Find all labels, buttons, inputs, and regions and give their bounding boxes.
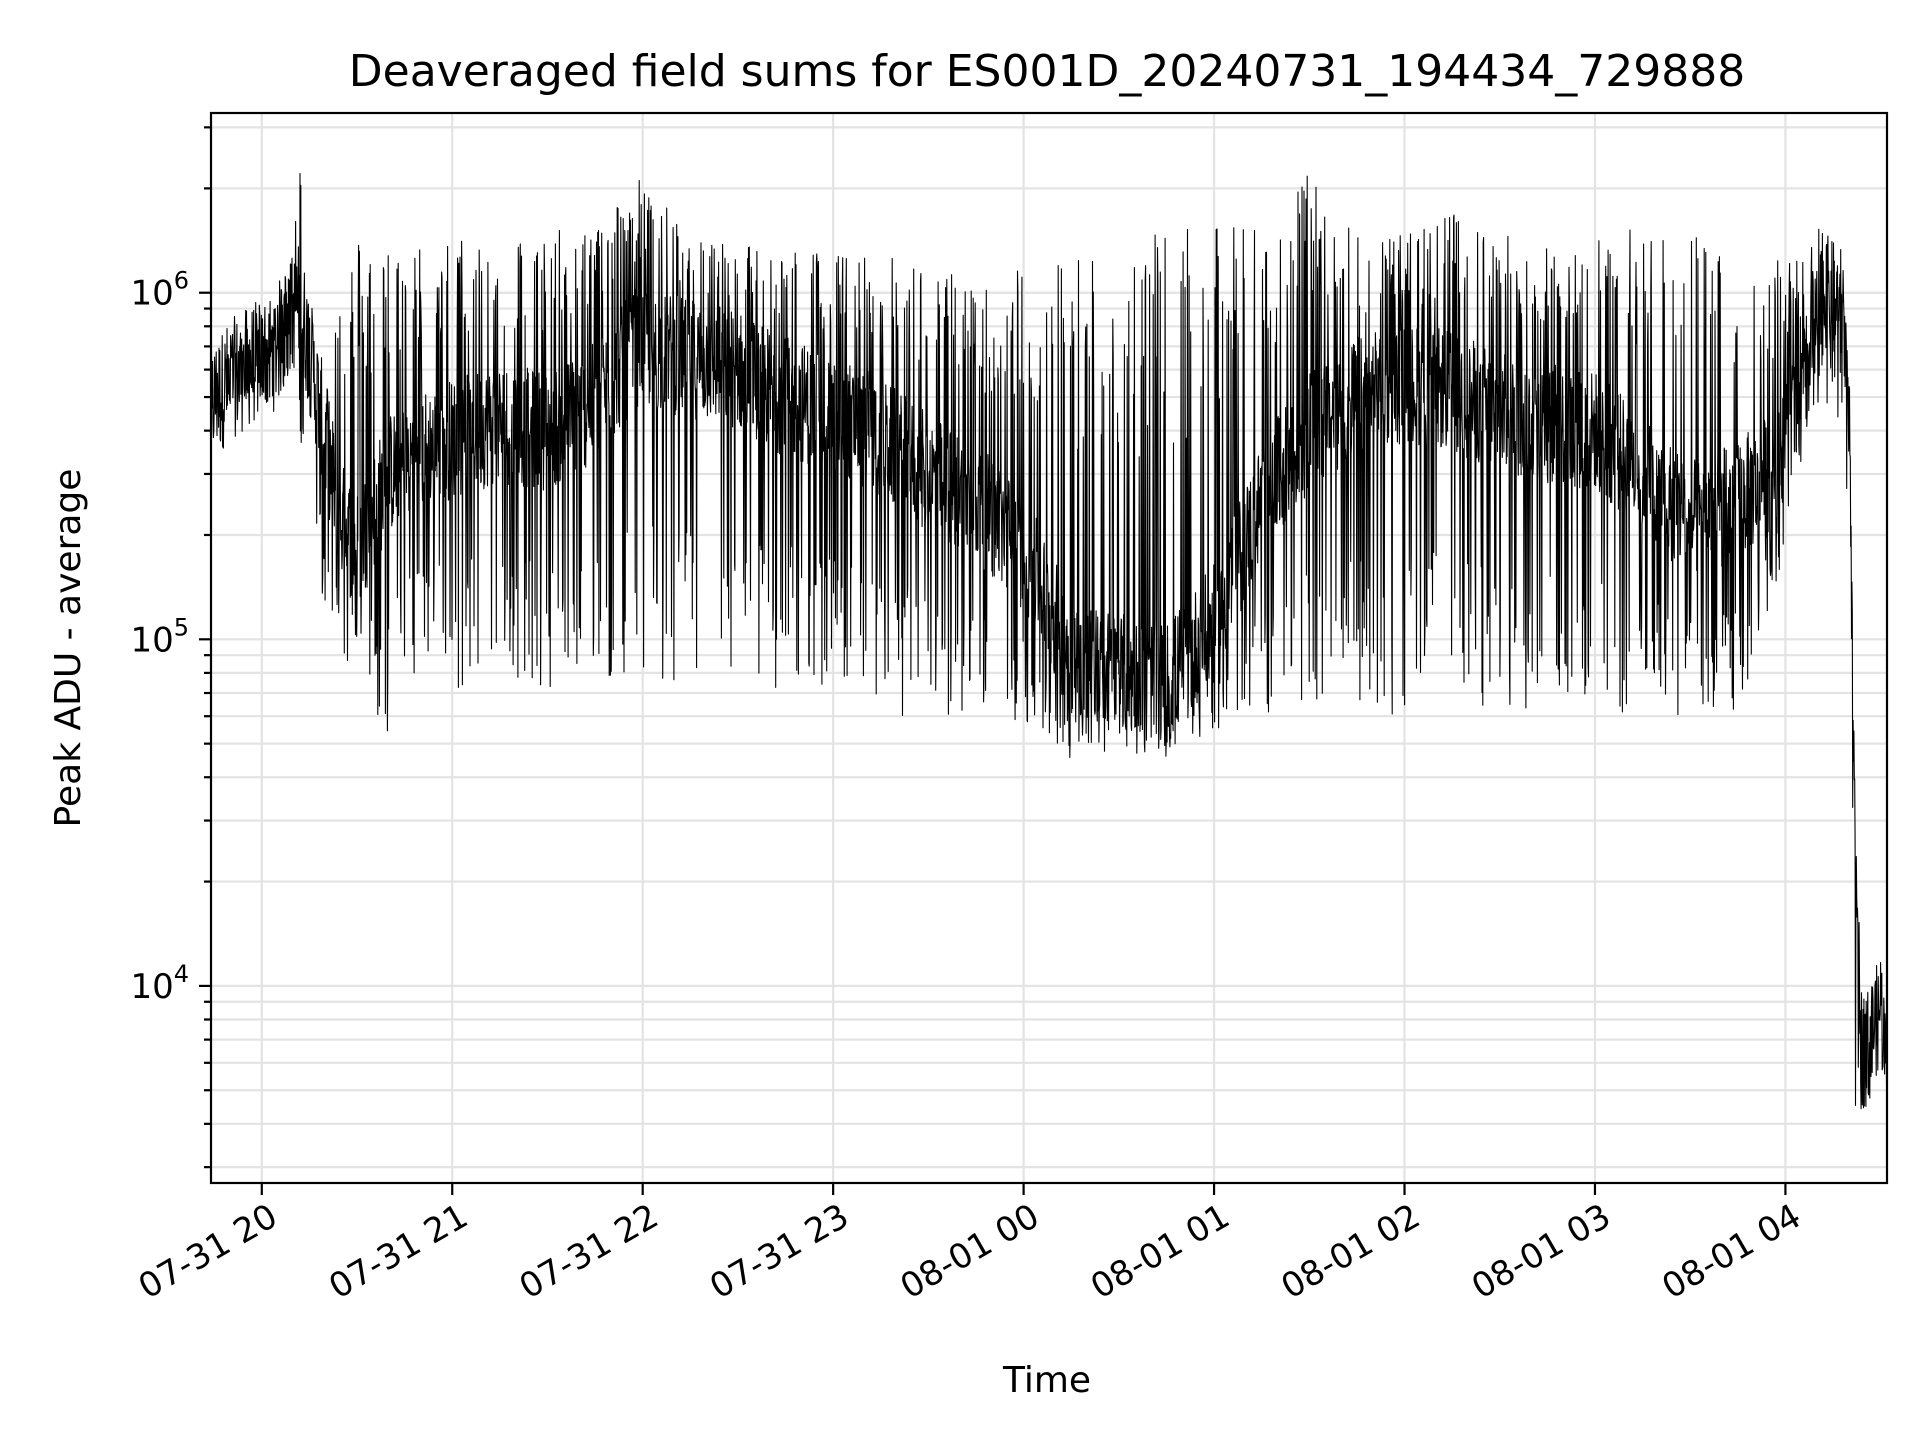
x-tick-label: 08-01 04	[1656, 1196, 1808, 1307]
plot-frame	[209, 111, 1889, 1185]
x-tick-label: 07-31 20	[132, 1196, 284, 1307]
y-axis-label: Peak ADU - average	[48, 469, 89, 828]
x-tick-label: 07-31 23	[703, 1196, 855, 1307]
y-tick-label: 105	[130, 613, 189, 660]
chart-title: Deaveraged field sums for ES001D_2024073…	[349, 46, 1745, 97]
x-axis: 07-31 20 07-31 21 07-31 22 07-31 23 08-01 00…	[132, 1183, 1808, 1307]
y-axis: 104 105 106	[130, 126, 211, 1169]
x-tick-label: 07-31 22	[513, 1196, 665, 1307]
y-tick-label: 106	[130, 267, 189, 314]
plot-area	[210, 172, 1888, 1110]
x-tick-label: 08-01 01	[1084, 1196, 1236, 1307]
y-tick-label: 104	[130, 960, 189, 1007]
x-axis-label: Time	[1002, 1360, 1091, 1401]
x-tick-label: 07-31 21	[322, 1196, 474, 1307]
x-tick-label: 08-01 03	[1465, 1196, 1617, 1307]
series-line	[210, 172, 1888, 1110]
x-tick-label: 08-01 02	[1275, 1196, 1427, 1307]
x-tick-label: 08-01 00	[894, 1196, 1046, 1307]
